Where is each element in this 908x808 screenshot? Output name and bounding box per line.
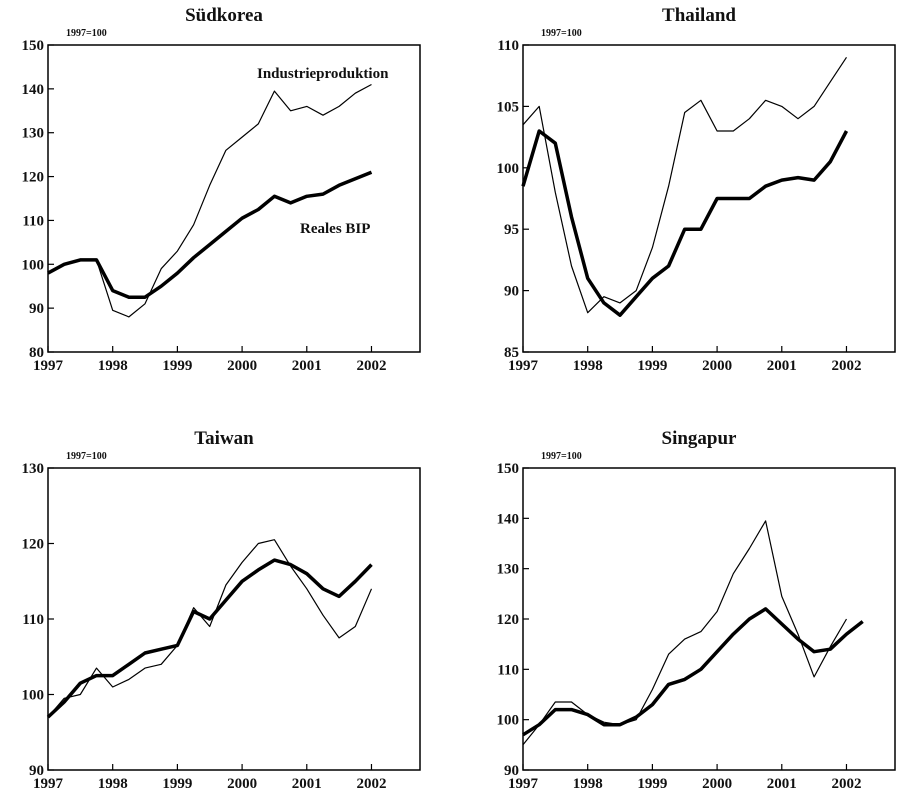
line-series	[46, 558, 373, 719]
x-tick-label: 1997	[33, 776, 64, 792]
x-tick-label: 2001	[292, 776, 322, 792]
y-tick-label: 100	[497, 713, 520, 729]
x-tick-label: 2002	[831, 776, 861, 792]
y-tick-label: 110	[497, 662, 519, 678]
x-tick-label: 2002	[356, 358, 386, 374]
x-tick-label: 2000	[227, 358, 257, 374]
y-tick-label: 90	[29, 763, 44, 779]
x-tick-label: 1998	[98, 358, 128, 374]
y-tick-label: 80	[29, 345, 44, 361]
line-series	[522, 56, 848, 314]
chart-title: Südkorea	[185, 5, 263, 26]
y-tick-label: 100	[497, 161, 520, 177]
y-tick-label: 90	[504, 763, 519, 779]
y-tick-label: 130	[22, 126, 45, 142]
x-tick-label: 1999	[162, 358, 192, 374]
y-tick-label: 120	[22, 537, 45, 553]
subtitle: 1997=100	[66, 28, 107, 39]
x-tick-label: 1999	[637, 358, 667, 374]
y-tick-label: 100	[22, 257, 45, 273]
x-tick-label: 2000	[702, 358, 732, 374]
x-tick-label: 2000	[227, 776, 257, 792]
x-tick-label: 2001	[292, 358, 322, 374]
y-tick-label: 140	[497, 511, 520, 527]
line-series	[47, 170, 373, 299]
y-tick-label: 150	[22, 38, 45, 54]
y-tick-label: 110	[497, 38, 519, 54]
x-tick-label: 1998	[573, 358, 603, 374]
y-tick-label: 90	[29, 301, 44, 317]
x-tick-label: 1997	[508, 358, 539, 374]
series-label: Industrieproduktion	[257, 66, 389, 82]
subtitle: 1997=100	[541, 28, 582, 39]
y-tick-label: 105	[497, 99, 520, 115]
y-tick-label: 150	[497, 461, 520, 477]
y-tick-label: 90	[504, 284, 519, 300]
x-tick-label: 1998	[98, 776, 128, 792]
chart-title: Singapur	[662, 428, 738, 449]
subtitle: 1997=100	[541, 451, 582, 462]
x-tick-label: 1999	[162, 776, 192, 792]
y-tick-label: 130	[497, 562, 520, 578]
line-series	[47, 83, 372, 318]
chart-title: Taiwan	[194, 428, 254, 449]
y-tick-label: 85	[504, 345, 519, 361]
x-tick-label: 2000	[702, 776, 732, 792]
y-tick-label: 130	[22, 461, 45, 477]
y-tick-label: 110	[22, 612, 44, 628]
x-tick-label: 1997	[33, 358, 64, 374]
chart-title: Thailand	[662, 5, 736, 26]
y-tick-label: 120	[497, 612, 520, 628]
x-tick-label: 1998	[573, 776, 603, 792]
line-series	[522, 520, 848, 746]
x-tick-label: 2002	[356, 776, 386, 792]
y-tick-label: 120	[22, 170, 45, 186]
y-tick-label: 95	[504, 222, 519, 238]
x-tick-label: 1997	[508, 776, 539, 792]
x-tick-label: 1999	[637, 776, 667, 792]
plot-frame	[47, 467, 421, 771]
line-series	[522, 607, 864, 737]
subtitle: 1997=100	[66, 451, 107, 462]
x-tick-label: 2001	[767, 776, 797, 792]
y-tick-label: 100	[22, 688, 45, 704]
plot-frame	[47, 44, 421, 353]
x-tick-label: 2001	[767, 358, 797, 374]
x-tick-label: 2002	[831, 358, 861, 374]
y-tick-label: 140	[22, 82, 45, 98]
plot-frame	[522, 44, 896, 353]
line-series	[521, 129, 849, 317]
series-label: Reales BIP	[300, 221, 370, 237]
line-series	[47, 539, 373, 718]
y-tick-label: 110	[22, 213, 44, 229]
plot-frame	[522, 467, 896, 771]
